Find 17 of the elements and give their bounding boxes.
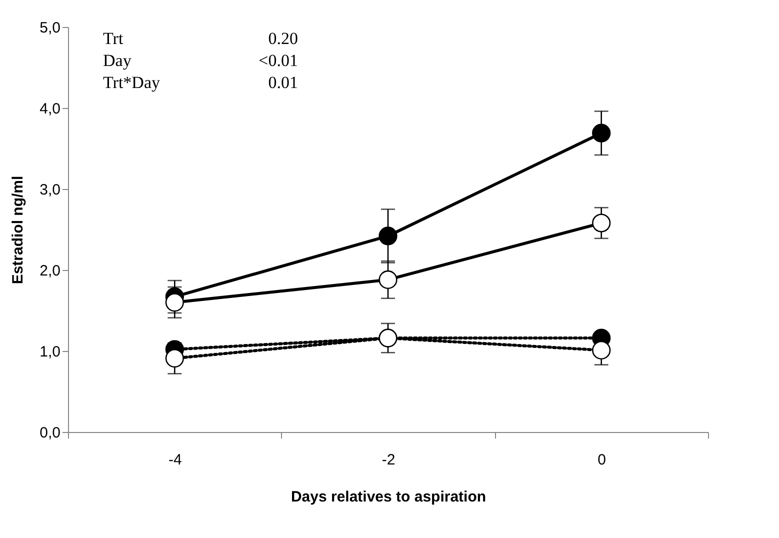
y-tick-label: 0,0 <box>40 424 60 442</box>
x-axis-title: Days relatives to aspiration <box>290 488 486 506</box>
annotation: Trt*Day <box>103 73 160 92</box>
y-tick-label: 3,0 <box>40 182 60 198</box>
y-tick-label: 1,0 <box>40 344 60 360</box>
annotation: 0.20 <box>268 29 298 48</box>
annotation: 0.01 <box>268 73 298 92</box>
annotation: <0.01 <box>258 51 298 70</box>
annotation: Trt <box>103 29 124 48</box>
x-tick-label: 0 <box>598 452 606 468</box>
y-tick-label: 4,0 <box>40 100 60 118</box>
x-tick-label: -4 <box>168 452 182 468</box>
annotation: Day <box>103 51 132 70</box>
y-tick-label: 5,0 <box>40 20 60 36</box>
y-axis-title: Estradiol ng/ml <box>10 176 27 284</box>
y-tick-label: 2,0 <box>40 262 60 280</box>
x-tick-label: -2 <box>382 452 396 468</box>
